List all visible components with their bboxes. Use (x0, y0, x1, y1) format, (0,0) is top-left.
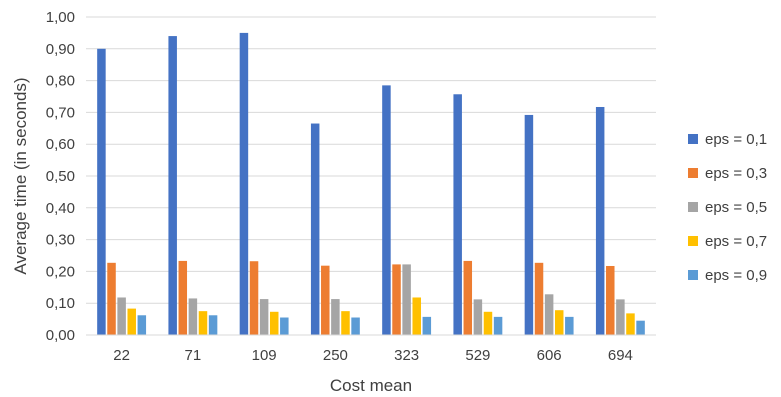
x-tick-label: 606 (537, 347, 562, 364)
bar (636, 320, 645, 335)
legend-swatch (688, 270, 698, 280)
y-tick-label: 0,90 (46, 41, 75, 58)
bar (483, 311, 493, 335)
legend-item: eps = 0,7 (688, 224, 780, 258)
bar (269, 311, 279, 335)
x-tick-label: 250 (323, 347, 348, 364)
y-tick-label: 0,40 (46, 200, 75, 217)
x-tick-label: 71 (185, 347, 202, 364)
x-tick-label: 323 (394, 347, 419, 364)
bar (422, 316, 432, 335)
y-tick-label: 0,60 (46, 136, 75, 153)
bar (351, 317, 360, 335)
y-tick-label: 1,00 (46, 9, 75, 26)
bar (554, 310, 564, 335)
bar (534, 262, 544, 335)
bar (137, 315, 147, 335)
x-tick-label: 22 (113, 347, 130, 364)
y-tick-label: 0,10 (46, 295, 75, 312)
bar (463, 260, 473, 335)
bar (107, 262, 116, 335)
bar (524, 114, 534, 335)
bar (341, 311, 350, 335)
bar (127, 308, 136, 335)
legend-label: eps = 0,7 (705, 232, 768, 250)
y-tick-label: 0,80 (46, 73, 75, 90)
bar (616, 299, 625, 335)
bar (239, 32, 249, 336)
bar (392, 264, 401, 335)
legend-label: eps = 0,9 (705, 266, 768, 284)
legend-label: eps = 0,3 (705, 164, 768, 182)
legend-swatch (688, 236, 698, 246)
legend-label: eps = 0,5 (705, 198, 768, 216)
legend-swatch (688, 134, 698, 144)
bar (280, 317, 289, 335)
bar (249, 261, 259, 335)
bar (626, 313, 635, 335)
bar (310, 123, 320, 335)
bar (544, 294, 554, 335)
bar (97, 48, 106, 336)
bars (97, 32, 645, 336)
y-tick-label: 0,50 (46, 168, 75, 185)
y-tick-label: 0,20 (46, 263, 75, 280)
legend: eps = 0,1 eps = 0,3 eps = 0,5 eps = 0,7 eps … (688, 122, 780, 292)
bar (198, 311, 208, 335)
legend-item: eps = 0,5 (688, 190, 780, 224)
bar (595, 106, 605, 336)
bar (208, 315, 218, 335)
bar (453, 94, 462, 336)
x-axis-title: Cost mean (330, 376, 412, 395)
legend-swatch (688, 168, 698, 178)
x-tick-label: 109 (252, 347, 277, 364)
legend-item: eps = 0,9 (688, 258, 780, 292)
y-axis-title: Average time (in seconds) (11, 77, 30, 274)
y-tick-label: 0,00 (46, 327, 75, 344)
bar (259, 299, 269, 335)
y-axis-tick-labels: 0,00 0,10 0,20 0,30 0,40 0,50 0,60 0,70 0,80 0,90… (46, 9, 75, 344)
legend-swatch (688, 202, 698, 212)
bar (178, 260, 188, 335)
bar (565, 316, 574, 335)
bar (412, 297, 421, 335)
bar (606, 265, 615, 335)
bar (168, 36, 177, 335)
bar (188, 298, 198, 335)
legend-item: eps = 0,3 (688, 156, 780, 190)
y-tick-label: 0,70 (46, 104, 75, 121)
x-tick-label: 694 (608, 347, 633, 364)
bar (473, 299, 483, 335)
bar (321, 265, 330, 335)
bar (493, 316, 503, 335)
bar (331, 299, 340, 335)
bar (402, 264, 411, 335)
bar (382, 85, 391, 336)
x-tick-label: 529 (465, 347, 490, 364)
x-axis-tick-labels: 22 71 109 250 323 529 606 694 (113, 347, 633, 364)
legend-item: eps = 0,1 (688, 122, 780, 156)
legend-label: eps = 0,1 (705, 130, 768, 148)
bar (117, 297, 126, 335)
y-tick-label: 0,30 (46, 232, 75, 249)
